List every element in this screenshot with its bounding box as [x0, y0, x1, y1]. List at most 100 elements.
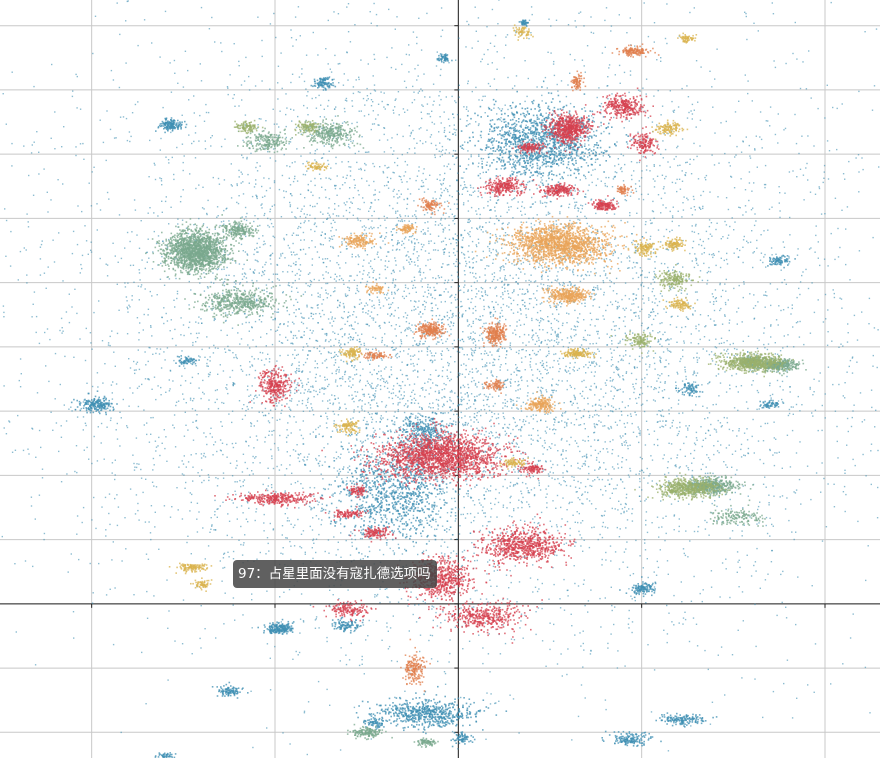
data-point-base[interactable]: [536, 86, 538, 88]
data-point-base[interactable]: [769, 106, 772, 108]
data-point-base[interactable]: [687, 429, 689, 431]
data-point-base[interactable]: [107, 344, 110, 346]
data-point-base[interactable]: [601, 536, 604, 539]
data-point-base[interactable]: [474, 399, 476, 401]
data-point-base[interactable]: [573, 370, 575, 372]
data-point-base[interactable]: [693, 231, 696, 233]
data-point-base[interactable]: [339, 301, 341, 304]
data-point-base[interactable]: [595, 293, 597, 295]
data-point-base[interactable]: [683, 342, 685, 344]
data-point-base[interactable]: [331, 318, 333, 320]
data-point-base[interactable]: [386, 184, 388, 187]
data-point-base[interactable]: [425, 178, 427, 180]
data-point-base[interactable]: [416, 142, 418, 144]
data-point-base[interactable]: [650, 222, 652, 225]
data-point-base[interactable]: [309, 470, 311, 472]
data-point-base[interactable]: [506, 405, 508, 408]
data-point-base[interactable]: [239, 365, 242, 367]
data-point-base[interactable]: [425, 434, 428, 436]
data-point-base[interactable]: [429, 387, 432, 389]
data-point-base[interactable]: [678, 430, 680, 433]
data-point-base[interactable]: [371, 413, 373, 415]
data-point-base[interactable]: [652, 288, 654, 290]
data-point-base[interactable]: [204, 456, 207, 458]
data-point-base[interactable]: [264, 414, 267, 416]
data-point-base[interactable]: [373, 399, 375, 401]
data-point-base[interactable]: [246, 281, 248, 283]
data-point-base[interactable]: [447, 323, 450, 326]
data-point-base[interactable]: [297, 453, 299, 455]
data-point-base[interactable]: [590, 296, 593, 298]
data-point-base[interactable]: [638, 441, 640, 444]
data-point-base[interactable]: [305, 88, 307, 90]
data-point-base[interactable]: [154, 164, 156, 166]
data-point-base[interactable]: [223, 268, 225, 270]
data-point-base[interactable]: [570, 436, 572, 439]
data-point-base[interactable]: [489, 199, 492, 201]
data-point-base[interactable]: [333, 11, 335, 13]
data-point-base[interactable]: [413, 238, 416, 240]
data-point-base[interactable]: [564, 481, 566, 483]
data-point-base[interactable]: [576, 511, 578, 513]
data-point-base[interactable]: [375, 387, 377, 389]
data-point-base[interactable]: [190, 362, 192, 365]
data-point-base[interactable]: [736, 354, 738, 356]
data-point-base[interactable]: [574, 326, 577, 328]
data-point-base[interactable]: [556, 663, 559, 665]
data-point-base[interactable]: [619, 82, 621, 84]
data-point-base[interactable]: [267, 489, 269, 492]
data-point-base[interactable]: [490, 502, 492, 504]
data-point-base[interactable]: [437, 337, 439, 339]
data-point-base[interactable]: [532, 137, 534, 139]
data-point-base[interactable]: [582, 239, 584, 242]
data-point-base[interactable]: [528, 302, 531, 305]
data-point-base[interactable]: [666, 348, 669, 350]
data-point-base[interactable]: [111, 392, 113, 394]
data-point-base[interactable]: [491, 374, 493, 376]
data-point-base[interactable]: [339, 187, 341, 190]
data-point-base[interactable]: [597, 348, 599, 350]
data-point-base[interactable]: [678, 518, 680, 520]
data-point-base[interactable]: [533, 266, 535, 269]
data-point-base[interactable]: [270, 329, 272, 331]
data-point-base[interactable]: [299, 632, 301, 634]
data-point-base[interactable]: [301, 371, 303, 373]
data-point-base[interactable]: [232, 97, 234, 100]
data-point-base[interactable]: [494, 402, 496, 405]
data-point-base[interactable]: [635, 382, 637, 385]
data-point-base[interactable]: [704, 326, 706, 328]
data-point-base[interactable]: [620, 153, 622, 155]
data-point-base[interactable]: [652, 278, 654, 281]
data-point-base[interactable]: [671, 181, 674, 184]
data-point-base[interactable]: [540, 373, 542, 375]
data-point-base[interactable]: [332, 320, 335, 322]
data-point-base[interactable]: [193, 95, 195, 97]
data-point-base[interactable]: [169, 62, 171, 64]
data-point-base[interactable]: [357, 263, 360, 266]
data-point-base[interactable]: [736, 348, 738, 351]
data-point-base[interactable]: [333, 536, 335, 538]
data-point-base[interactable]: [488, 250, 491, 252]
data-point-base[interactable]: [147, 308, 150, 310]
data-point-base[interactable]: [368, 262, 370, 264]
data-point-base[interactable]: [679, 421, 681, 424]
data-point-base[interactable]: [587, 366, 589, 369]
data-point-base[interactable]: [521, 173, 523, 175]
data-point-base[interactable]: [634, 358, 636, 361]
data-point-base[interactable]: [331, 238, 334, 240]
data-point-base[interactable]: [559, 598, 561, 600]
data-point-base[interactable]: [415, 415, 417, 417]
data-point-base[interactable]: [300, 312, 302, 315]
data-point-base[interactable]: [708, 253, 711, 256]
data-point-base[interactable]: [545, 361, 548, 364]
data-point-base[interactable]: [257, 218, 259, 220]
data-point-base[interactable]: [228, 520, 231, 522]
data-point-base[interactable]: [226, 334, 228, 336]
data-point-base[interactable]: [528, 37, 530, 40]
data-point-base[interactable]: [5, 123, 7, 125]
data-point-base[interactable]: [325, 412, 327, 414]
data-point-base[interactable]: [398, 588, 400, 591]
data-point-base[interactable]: [335, 424, 337, 427]
data-point-base[interactable]: [462, 423, 464, 425]
data-point-base[interactable]: [585, 348, 588, 350]
